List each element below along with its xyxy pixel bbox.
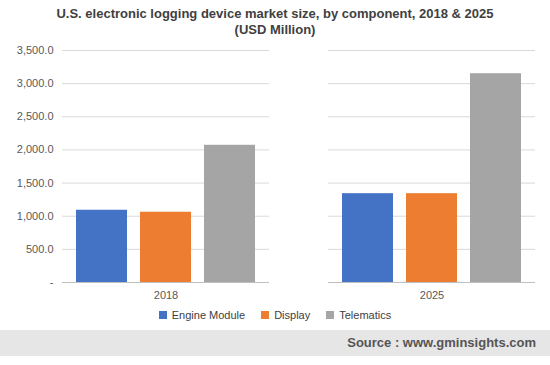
svg-text:2,500.0: 2,500.0 [17, 110, 54, 122]
svg-text:1,500.0: 1,500.0 [17, 177, 54, 189]
html-text:Display: Display [274, 309, 311, 321]
html-text:Engine Module: Engine Module [171, 309, 246, 321]
html-text:Source : www.gminsights.com: Source : www.gminsights.com [347, 335, 536, 350]
html-text:U.S. electronic logging device: U.S. electronic logging device market si… [56, 6, 494, 21]
html-text:Telematics: Telematics [339, 309, 392, 321]
svg-text:500.0: 500.0 [26, 243, 54, 255]
html-text:(USD Million): (USD Million) [234, 22, 316, 37]
svg-text:2018: 2018 [154, 289, 178, 301]
svg-text:2,000.0: 2,000.0 [17, 143, 54, 155]
svg-text:2025: 2025 [420, 289, 444, 301]
svg-text:3,000.0: 3,000.0 [17, 77, 54, 89]
svg-text:3,500.0: 3,500.0 [17, 44, 54, 56]
svg-text:1,000.0: 1,000.0 [17, 210, 54, 222]
svg-text:-: - [50, 276, 54, 288]
